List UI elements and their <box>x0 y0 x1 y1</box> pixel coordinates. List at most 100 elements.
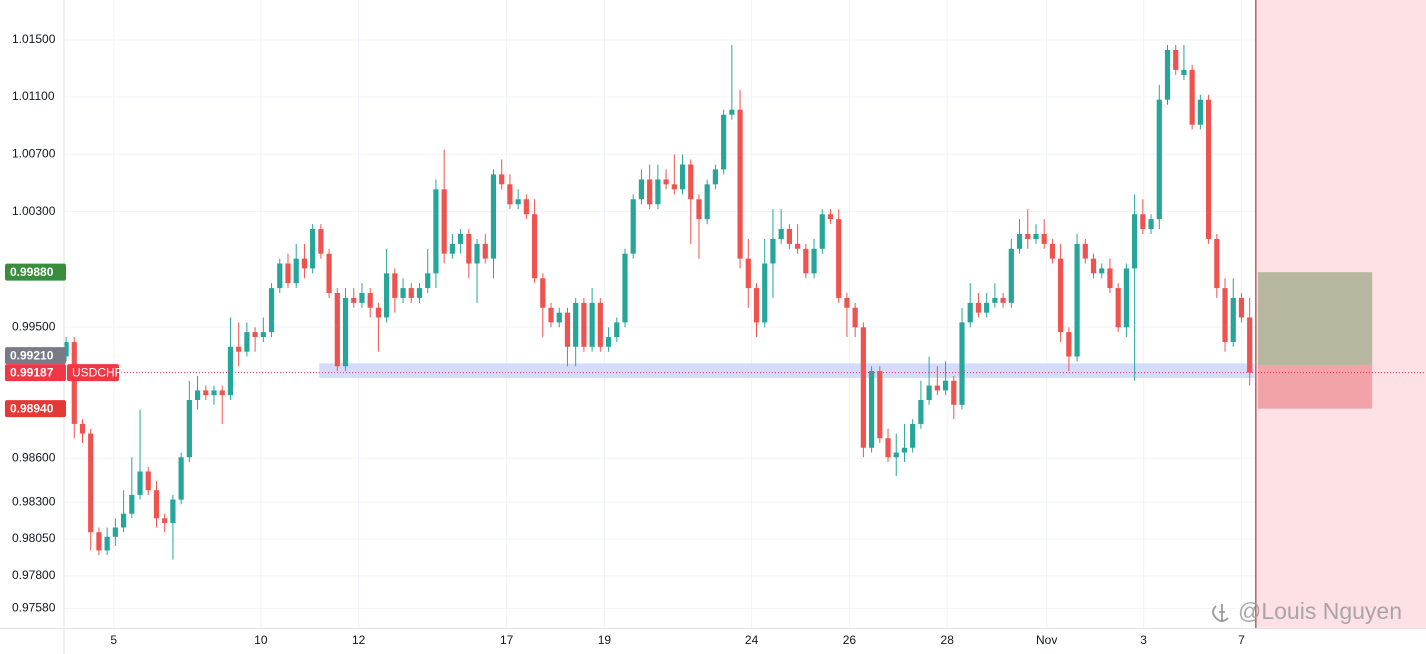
candle-body <box>145 471 151 491</box>
candle-body <box>852 307 858 328</box>
candle-body <box>737 109 743 259</box>
candle-body <box>893 452 899 458</box>
candle-body <box>564 312 571 347</box>
candle-body <box>104 536 110 551</box>
candle-body <box>474 243 480 264</box>
candle-body <box>260 332 266 338</box>
candle-body <box>975 302 982 313</box>
price-badge <box>5 364 66 382</box>
candle-body <box>441 189 447 254</box>
candle-body <box>425 273 431 289</box>
candle-body <box>194 390 201 401</box>
candle-body <box>186 400 192 458</box>
candle-body <box>507 184 513 205</box>
y-tick-label: 0.98050 <box>12 531 56 545</box>
candle-body <box>310 229 316 269</box>
y-tick-label: 1.01500 <box>12 32 56 46</box>
price-badge <box>5 347 66 365</box>
candle-body <box>170 499 176 523</box>
candle-body <box>827 214 834 220</box>
candle-body <box>1033 233 1039 239</box>
watermark: @Louis Nguyen <box>1212 598 1402 624</box>
price-badge-label: 0.99187 <box>10 365 54 379</box>
candle-body <box>252 332 258 338</box>
y-tick-label: 1.00300 <box>12 204 56 218</box>
candle-body <box>1164 49 1171 100</box>
candle-body <box>1189 69 1195 125</box>
candle-body <box>614 322 620 338</box>
candle-body <box>984 302 990 313</box>
candle-body <box>178 457 184 500</box>
candle-body <box>334 292 340 367</box>
candle-body <box>523 199 529 215</box>
x-tick-label: 5 <box>110 633 117 647</box>
candle-body <box>490 174 497 259</box>
candle-body <box>408 288 414 298</box>
candle-body <box>647 179 653 205</box>
candle-body <box>1058 258 1064 333</box>
candle-body <box>795 243 801 249</box>
y-tick-label: 0.99500 <box>12 319 56 333</box>
candle-body <box>729 109 735 115</box>
candle-body <box>778 229 784 239</box>
candle-body <box>918 400 924 424</box>
x-tick-label: 3 <box>1140 633 1147 647</box>
candle-body <box>992 297 998 303</box>
support-zone <box>319 363 1255 378</box>
candle-body <box>1247 317 1253 373</box>
candle-body <box>351 297 357 303</box>
candle-body <box>942 380 949 391</box>
candle-body <box>482 243 488 259</box>
candle-body <box>762 263 768 323</box>
candle-body <box>844 297 850 308</box>
candle-body <box>655 179 661 205</box>
candle-body <box>770 238 776 264</box>
candle-body <box>326 253 332 293</box>
candle-body <box>1115 288 1121 328</box>
candle-body <box>1082 243 1088 259</box>
candle-body <box>285 263 291 284</box>
candle-body <box>400 288 406 298</box>
candle-body <box>605 337 612 347</box>
candle-body <box>1230 297 1236 342</box>
candle-body <box>597 302 603 347</box>
candle-body <box>1049 243 1056 259</box>
candle-body <box>868 371 875 448</box>
candle-body <box>1066 332 1072 357</box>
candle-body <box>1000 297 1006 303</box>
candle-body <box>515 199 521 205</box>
candle-body <box>1173 49 1179 70</box>
candle-body <box>416 288 423 298</box>
x-tick-label: Nov <box>1036 633 1057 647</box>
candle-body <box>573 302 579 347</box>
position-profit <box>1257 272 1373 365</box>
candle-body <box>137 471 143 495</box>
candle-body <box>959 322 965 405</box>
candle-body <box>581 302 587 347</box>
candle-body <box>967 302 973 323</box>
watermark-text: @Louis Nguyen <box>1238 598 1402 624</box>
candle-body <box>1238 297 1245 318</box>
candle-body <box>877 371 883 439</box>
y-tick-label: 0.98300 <box>12 494 56 508</box>
candles <box>63 45 1253 560</box>
position-loss <box>1257 364 1373 409</box>
x-tick-label: 24 <box>745 633 759 647</box>
candle-body <box>721 114 727 170</box>
candle-body <box>819 214 825 249</box>
candle-body <box>630 199 636 254</box>
candle-body <box>589 302 595 347</box>
grid <box>64 0 1426 628</box>
y-tick-label: 1.01100 <box>12 89 55 103</box>
candle-body <box>1148 219 1154 230</box>
candle-body <box>499 174 505 185</box>
candle-body <box>836 219 842 298</box>
candle-body <box>96 532 102 551</box>
candle-body <box>219 390 225 396</box>
candle-body <box>1222 288 1228 342</box>
candle-body <box>1090 258 1097 274</box>
candle-body <box>679 164 686 190</box>
candle-body <box>753 288 760 323</box>
price-badge <box>5 263 66 281</box>
y-tick-label: 0.98600 <box>12 450 56 464</box>
